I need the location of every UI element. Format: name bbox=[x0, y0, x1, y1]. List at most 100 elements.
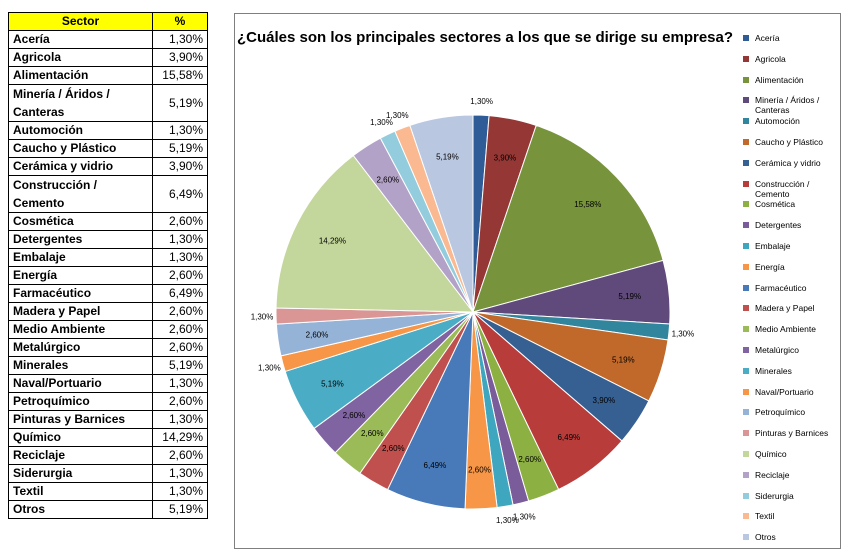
data-label: 1,30% bbox=[513, 513, 536, 522]
pie-slice bbox=[409, 114, 474, 313]
data-label: 3,90% bbox=[494, 154, 517, 163]
sector-cell: Minerales bbox=[8, 356, 153, 375]
percent-cell: 5,19% bbox=[152, 356, 208, 375]
legend-swatch bbox=[743, 492, 749, 499]
percent-cell: 2,60% bbox=[152, 338, 208, 357]
table-row: Medio Ambiente 2,60% bbox=[8, 320, 208, 339]
percent-cell: 1,30% bbox=[152, 410, 208, 429]
percent-cell: 1,30% bbox=[152, 121, 208, 140]
legend-swatch bbox=[743, 243, 749, 249]
legend-swatch bbox=[743, 534, 749, 541]
sector-cell: Cosmética bbox=[8, 212, 153, 231]
table-row: Automoción 1,30% bbox=[8, 121, 208, 140]
sector-cell: Alimentación bbox=[8, 66, 153, 85]
legend-swatch bbox=[743, 35, 749, 41]
table-row: Otros 5,19% bbox=[8, 500, 208, 519]
data-label: 5,19% bbox=[612, 355, 635, 364]
legend-label: Alimentación bbox=[755, 74, 804, 85]
table-row: Madera y Papel 2,60% bbox=[8, 302, 208, 321]
data-label: 1,30% bbox=[251, 312, 274, 321]
legend-label: Cerámica y vidrio bbox=[755, 157, 821, 168]
data-label: 1,30% bbox=[258, 363, 281, 372]
sector-cell: Detergentes bbox=[8, 230, 153, 249]
header-percent: % bbox=[152, 12, 208, 31]
percent-cell: 15,58% bbox=[152, 66, 208, 85]
legend-label: Automoción bbox=[755, 116, 800, 127]
percent-cell: 1,30% bbox=[152, 30, 208, 49]
legend-swatch bbox=[743, 284, 749, 291]
table-row: Pinturas y Barnices 1,30% bbox=[8, 410, 208, 429]
percent-cell: 1,30% bbox=[152, 374, 208, 393]
percent-cell: 6,49% bbox=[152, 284, 208, 303]
legend-label: Agricola bbox=[755, 53, 786, 64]
table-row: Caucho y Plástico 5,19% bbox=[8, 139, 208, 158]
legend-label: Cosmética bbox=[755, 199, 796, 210]
table-row: Cerámica y vidrio 3,90% bbox=[8, 157, 208, 176]
percent-cell: 2,60% bbox=[152, 266, 208, 285]
legend-label: Textil bbox=[755, 511, 775, 522]
legend-swatch bbox=[743, 55, 749, 62]
table-row: Químico 14,29% bbox=[8, 428, 208, 447]
sector-cell: Embalaje bbox=[8, 248, 153, 267]
percent-cell: 2,60% bbox=[152, 320, 208, 339]
legend-swatch bbox=[743, 201, 749, 208]
table-row: Naval/Portuario 1,30% bbox=[8, 374, 208, 393]
data-label: 2,60% bbox=[306, 330, 329, 339]
data-label: 1,30% bbox=[470, 97, 493, 106]
data-label: 2,60% bbox=[382, 444, 405, 453]
legend-swatch bbox=[743, 180, 749, 187]
percent-cell: 2,60% bbox=[152, 212, 208, 231]
data-label: 1,30% bbox=[672, 329, 695, 338]
header-sector: Sector bbox=[8, 12, 153, 31]
data-label: 5,19% bbox=[436, 152, 459, 161]
data-label: 6,49% bbox=[424, 461, 447, 470]
legend-swatch bbox=[743, 305, 749, 312]
sector-cell: Reciclaje bbox=[8, 446, 153, 465]
table-row: Textil 1,30% bbox=[8, 482, 208, 501]
legend-swatch bbox=[743, 451, 749, 457]
legend-swatch bbox=[743, 139, 749, 145]
data-label: 2,60% bbox=[518, 455, 541, 464]
data-label: 5,19% bbox=[321, 379, 344, 388]
sector-cell: Agricola bbox=[8, 48, 153, 67]
legend-swatch bbox=[743, 409, 749, 416]
legend-swatch bbox=[743, 367, 749, 374]
legend-swatch bbox=[743, 388, 749, 395]
sector-cell: Otros bbox=[8, 500, 153, 519]
percent-cell: 2,60% bbox=[152, 392, 208, 411]
legend-label: Otros bbox=[755, 532, 776, 543]
legend-swatch bbox=[743, 471, 749, 478]
legend-label: Naval/Portuario bbox=[755, 386, 814, 397]
percent-cell: 1,30% bbox=[152, 248, 208, 267]
pie-slice bbox=[275, 154, 475, 313]
data-label: 6,49% bbox=[557, 433, 580, 442]
table-body: Acería 1,30% Agricola 3,90% Alimentación 15,5… bbox=[8, 30, 208, 519]
legend-label: Pinturas y Barnices bbox=[755, 428, 829, 439]
legend-swatch bbox=[743, 222, 749, 229]
table-row: Construcción / Cemento 6,49% bbox=[8, 175, 208, 213]
table-row: Agricola 3,90% bbox=[8, 48, 208, 67]
percent-cell: 2,60% bbox=[152, 302, 208, 321]
sector-cell: Pinturas y Barnices bbox=[8, 410, 153, 429]
sector-cell: Naval/Portuario bbox=[8, 374, 153, 393]
sector-cell: Minería / Áridos / Canteras bbox=[8, 84, 153, 122]
percent-cell: 3,90% bbox=[152, 157, 208, 176]
data-label: 1,30% bbox=[496, 516, 519, 525]
data-label: 1,30% bbox=[386, 111, 409, 120]
data-label: 2,60% bbox=[376, 175, 399, 184]
legend-swatch bbox=[743, 347, 749, 353]
legend-label: Siderurgia bbox=[755, 490, 794, 501]
sector-cell: Madera y Papel bbox=[8, 302, 153, 321]
data-label: 1,30% bbox=[370, 118, 393, 127]
legend-label: Embalaje bbox=[755, 241, 791, 251]
legend-label: Construcción / Cemento bbox=[755, 178, 810, 199]
legend-label: Caucho y Plástico bbox=[755, 137, 824, 147]
data-label: 2,60% bbox=[343, 411, 366, 420]
percent-cell: 2,60% bbox=[152, 446, 208, 465]
pie-chart: 1,30% 3,90% 15,58% 5,19% 1,30% 5,19% 3,90% 6,49… bbox=[251, 97, 695, 525]
percent-cell: 6,49% bbox=[152, 175, 208, 213]
data-label: 2,60% bbox=[468, 465, 491, 474]
table-header-row: Sector % bbox=[8, 12, 208, 31]
data-label: 2,60% bbox=[361, 429, 384, 438]
sector-cell: Textil bbox=[8, 482, 153, 501]
